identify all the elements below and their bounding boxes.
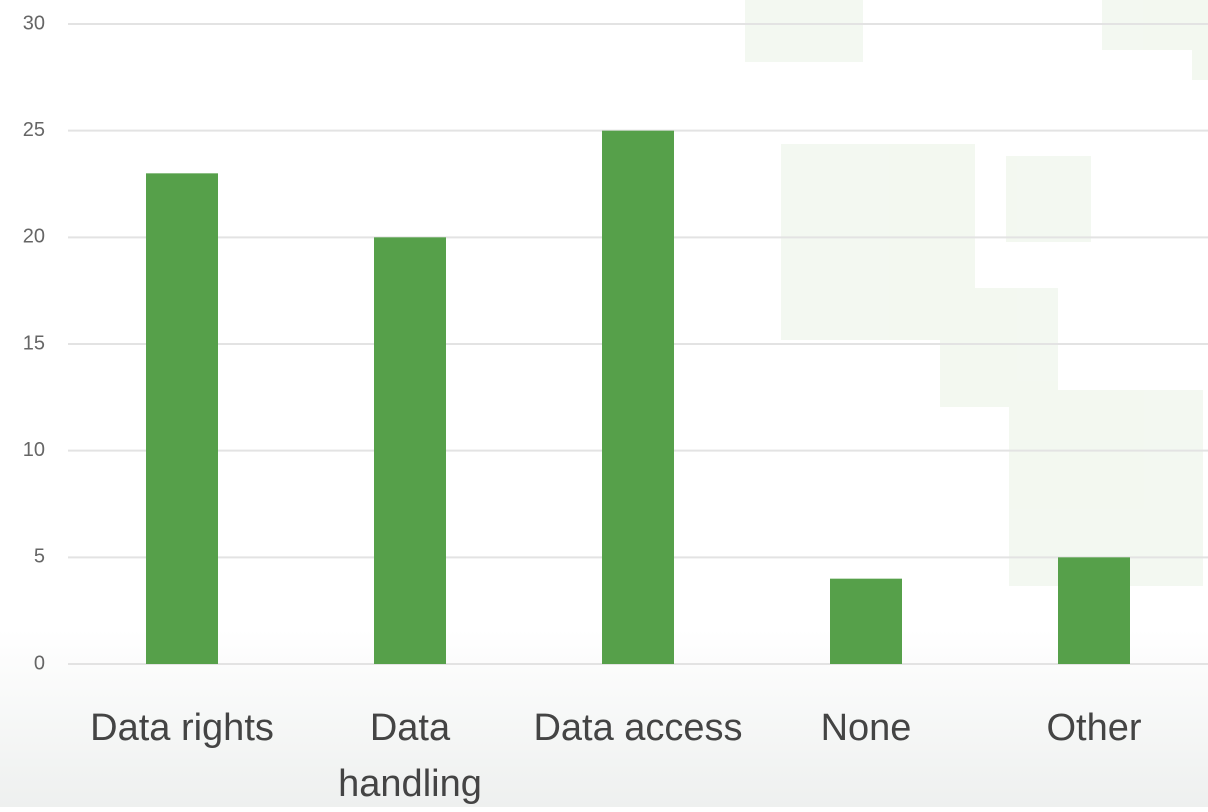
y-tick-label: 20: [23, 226, 45, 248]
background-decoration: [745, 0, 1208, 586]
x-tick-label: Data access: [533, 707, 743, 749]
x-tick-label: Data handling: [338, 707, 482, 805]
bar: [602, 130, 674, 664]
bar: [146, 173, 218, 665]
y-tick-label: 5: [34, 546, 45, 568]
x-tick-label: None: [820, 707, 912, 749]
bar: [830, 578, 902, 664]
bar: [1058, 557, 1130, 664]
y-tick-label: 0: [34, 652, 45, 674]
x-tick-label: Data rights: [90, 707, 274, 749]
y-tick-label: 15: [23, 332, 45, 354]
bar: [374, 237, 446, 665]
y-tick-label: 10: [23, 439, 45, 461]
x-tick-label: Other: [1046, 707, 1142, 749]
y-tick-label: 30: [23, 12, 45, 34]
y-tick-label: 25: [23, 119, 45, 141]
